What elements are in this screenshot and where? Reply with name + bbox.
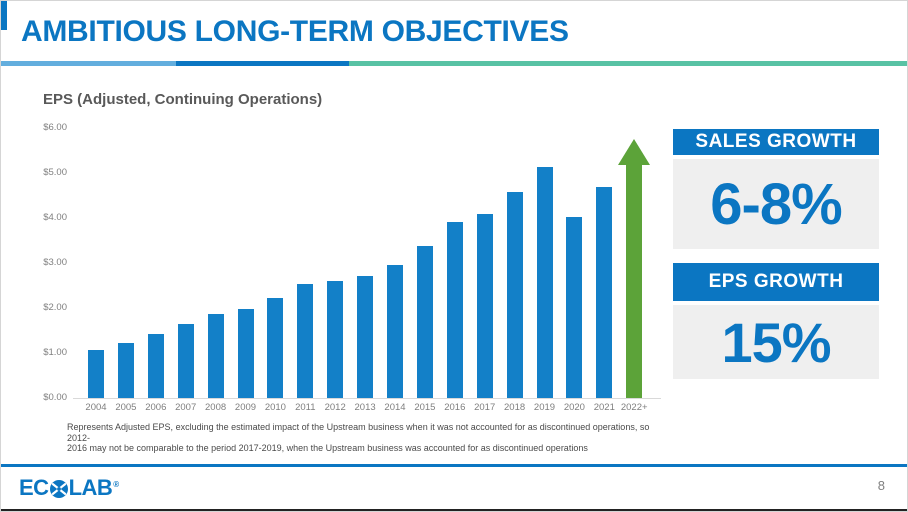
x-axis-label-2022+: 2022+ [620,402,648,413]
globe-icon [49,480,68,498]
logo-text-lab: LAB [68,475,113,500]
x-axis-line [73,398,661,399]
bar-2014 [387,265,403,398]
slide-bottom-edge [1,509,907,511]
x-axis-label-2011: 2011 [295,402,316,413]
bar-2015 [416,245,433,398]
x-axis-label-2013: 2013 [354,402,376,413]
x-axis-label-2010: 2010 [264,402,286,413]
bar-2018 [506,192,523,398]
x-axis-label-2006: 2006 [145,402,167,413]
bar-2010 [267,297,284,398]
footer-divider [1,464,907,467]
bar-2004 [88,349,104,398]
x-axis-label-2009: 2009 [234,402,257,413]
sales-growth-value: 6-8% [673,159,879,249]
y-axis-tick-label: $0.00 [43,392,67,403]
eps-growth-banner: EPS GROWTH [673,263,879,301]
bar-2011 [297,283,314,398]
x-axis-label-2008: 2008 [205,402,227,413]
chart-title: EPS (Adjusted, Continuing Operations) [43,91,323,108]
x-axis-label-2018: 2018 [504,402,526,413]
sales-growth-banner: SALES GROWTH [673,129,879,155]
x-axis-label-2017: 2017 [474,402,496,413]
eps-growth-value: 15% [673,305,879,379]
bar-2020 [566,217,583,398]
bar-2019 [536,167,553,398]
logo-text-ec: EC [19,475,49,500]
bar-2009 [237,308,254,398]
divider-segment-teal [349,61,907,66]
bar-2007 [177,323,194,398]
x-axis-label-2005: 2005 [115,402,137,413]
x-axis-label-2015: 2015 [414,402,436,413]
title-divider [1,61,907,66]
y-axis-tick-label: $1.00 [43,347,67,358]
y-axis-tick-label: $6.00 [43,122,67,133]
y-axis-tick-label: $5.00 [43,167,67,178]
x-axis-label-2004: 2004 [85,402,107,413]
bar-2012 [327,281,344,398]
bar-2013 [357,275,374,398]
y-axis-tick-label: $2.00 [43,302,67,313]
ecolab-logo: EC LAB ® [19,475,119,501]
x-axis-label-2007: 2007 [175,402,197,413]
growth-arrow-head [618,139,651,166]
slide-title: AMBITIOUS LONG-TERM OBJECTIVES [21,15,569,48]
bar-2017 [476,213,493,398]
bar-2021 [596,186,613,398]
corner-accent-bar [1,1,7,30]
bar-2005 [117,342,134,398]
growth-arrow-shaft [626,165,643,398]
footnote-line-2: 2016 may not be comparable to the period… [67,443,588,453]
bar-2016 [446,222,463,398]
footnote-line-1: Represents Adjusted EPS, excluding the e… [67,422,650,443]
bar-2006 [147,333,164,398]
x-axis-label-2019: 2019 [533,402,556,413]
footnote: Represents Adjusted EPS, excluding the e… [67,422,667,454]
bar-2008 [207,314,224,398]
x-axis-label-2021: 2021 [593,402,615,413]
y-axis-tick-label: $3.00 [43,257,67,268]
x-axis-label-2012: 2012 [324,402,346,413]
bar-plot: 2004 2005 2006 2007 2008 2009 2010 2011 2012 2013… [73,128,661,413]
divider-segment-blue [176,61,349,66]
page-number: 8 [877,478,885,493]
divider-segment-lightblue [1,61,176,66]
y-axis-tick-label: $4.00 [43,212,67,223]
registered-mark: ® [113,479,119,489]
x-axis-label-2014: 2014 [384,402,406,413]
x-axis-label-2020: 2020 [563,402,585,413]
x-axis-label-2016: 2016 [444,402,466,413]
